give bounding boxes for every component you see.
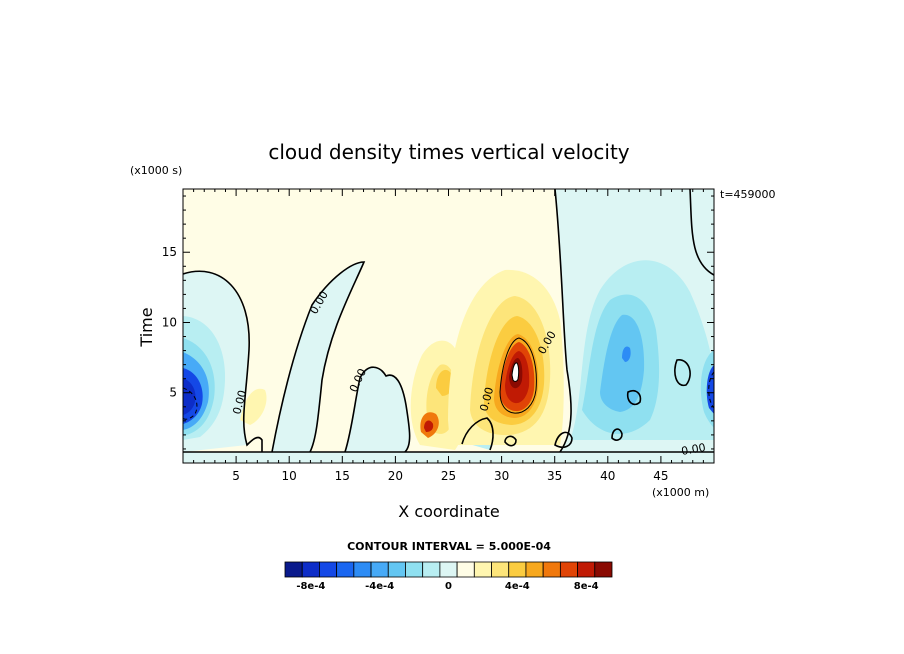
y-tick-label: 15: [162, 245, 177, 259]
y-tick-label: 10: [162, 315, 177, 329]
contour-right-left: [554, 189, 572, 453]
plot-area: 0.00 0.00 0.00 0.00 0.00 0.00: [183, 189, 714, 463]
colorbar-swatch: [577, 561, 596, 578]
colorbar-swatch: [319, 561, 338, 578]
colorbar-swatch: [301, 561, 320, 578]
x-tick-label: 25: [441, 469, 456, 483]
contour-loop-3: [504, 435, 517, 447]
contour-plume: [271, 261, 366, 453]
y-units-label: (x1000 s): [130, 164, 182, 177]
contour-label: 0.00: [230, 389, 249, 416]
contour-loop-1: [674, 359, 691, 387]
colorbar-labels: -8e-4 -4e-4 0 4e-4 8e-4: [296, 581, 598, 592]
chart-title: cloud density times vertical velocity: [268, 140, 629, 164]
region-pos-5: [424, 420, 434, 432]
colorbar-label: -8e-4: [296, 581, 325, 592]
region-right-edge-neg-2: [706, 365, 714, 414]
contour-mid-2: [461, 417, 494, 451]
x-tick-label: 35: [547, 469, 562, 483]
region-plume-left: [272, 262, 364, 452]
colorbar-label: 4e-4: [505, 581, 530, 592]
contour-interval: CONTOUR INTERVAL = 5.000E-04: [347, 540, 551, 553]
y-tick-labels: 5 10 15: [162, 245, 177, 400]
x-tick-label: 10: [282, 469, 297, 483]
colorbar-swatch: [387, 561, 406, 578]
contour-left: [183, 270, 263, 452]
colorbar-swatch: [422, 561, 441, 578]
contour-neg-1: [183, 387, 198, 420]
colorbar-swatch: [405, 561, 424, 578]
colorbar-swatch: [473, 561, 492, 578]
region-right-neg-4: [600, 314, 645, 412]
x-tick-label: 45: [653, 469, 668, 483]
contour-pos-1: [499, 337, 537, 414]
colorbar-swatch: [370, 561, 389, 578]
region-right-neg-5: [622, 346, 631, 362]
contour-loop-4: [554, 431, 573, 448]
colorbar-swatch: [336, 561, 355, 578]
contour-label: 0.00: [477, 386, 496, 413]
colorbar-label: 0: [445, 581, 452, 592]
colorbar-swatch: [491, 561, 510, 578]
x-axis-label: X coordinate: [398, 502, 499, 521]
x-tick-label: 20: [388, 469, 403, 483]
colorbar-label: -4e-4: [365, 581, 394, 592]
colorbar-swatch: [594, 561, 613, 578]
x-tick-labels: 5 10 15 20 25 30 35 40 45: [232, 469, 668, 483]
x-tick-label: 15: [335, 469, 350, 483]
y-axis-label: Time: [137, 307, 156, 347]
colorbar-label: 8e-4: [574, 581, 599, 592]
time-stamp: t=459000: [720, 188, 776, 201]
contour-loop-2: [626, 389, 642, 406]
colorbar-swatch: [508, 561, 527, 578]
colorbar-swatch: [542, 561, 561, 578]
region-pos-3: [436, 369, 454, 396]
x-tick-label: 5: [232, 469, 240, 483]
colorbar-swatch: [525, 561, 544, 578]
contour-right-top: [689, 189, 714, 276]
contour-mid: [344, 366, 411, 453]
region-mid-neg: [345, 367, 410, 452]
colorbar-swatch: [559, 561, 578, 578]
colorbar-swatch: [353, 561, 372, 578]
colorbar-swatch: [439, 561, 458, 578]
positive-contours: [499, 337, 537, 414]
region-left-neg-6: [183, 378, 196, 415]
x-tick-label: 30: [494, 469, 509, 483]
y-tick-label: 5: [169, 386, 177, 400]
x-units-label: (x1000 m): [652, 486, 709, 499]
contour-label: 0.00: [680, 441, 706, 458]
colorbar-swatch: [284, 561, 303, 578]
axis-ticks: [183, 189, 714, 463]
contour-neg-2: [708, 371, 714, 409]
colorbar-swatch: [456, 561, 475, 578]
contour-loop-5: [611, 428, 623, 441]
colorbar: [284, 561, 613, 578]
zero-contours: [183, 189, 714, 453]
contour-pos-2: [511, 362, 520, 382]
region-small-pos: [240, 388, 267, 425]
x-tick-label: 40: [600, 469, 615, 483]
negative-contours: [183, 371, 714, 420]
